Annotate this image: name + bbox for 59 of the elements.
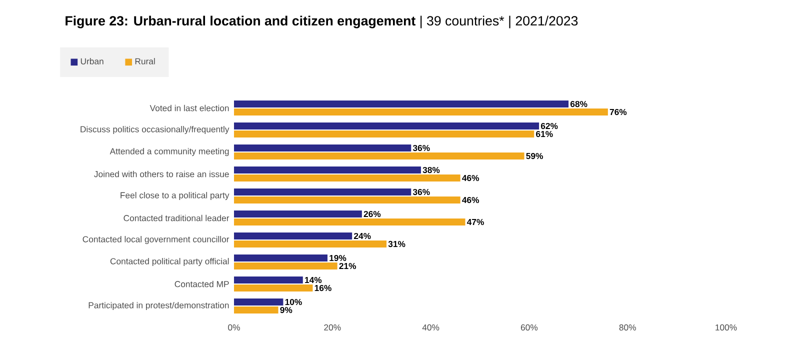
legend-label: Rural xyxy=(135,58,155,64)
bar xyxy=(234,108,608,116)
y-tick-label: Contacted local government councillor xyxy=(82,236,230,244)
bar xyxy=(234,306,278,314)
data-label: 36% xyxy=(412,144,430,152)
data-label: 24% xyxy=(354,232,371,240)
data-label: 31% xyxy=(388,240,406,248)
y-tick-label: Discuss politics occasionally/frequently xyxy=(80,126,230,134)
bar xyxy=(234,284,313,292)
data-label: 46% xyxy=(462,196,480,204)
data-label: 38% xyxy=(422,166,440,174)
legend-label: Urban xyxy=(80,58,104,64)
bar xyxy=(234,166,421,174)
bar xyxy=(234,232,352,240)
y-tick-label: Contacted traditional leader xyxy=(124,214,230,222)
bar xyxy=(234,240,387,248)
data-label: 10% xyxy=(285,298,302,306)
bar xyxy=(234,130,534,138)
y-tick-label: Voted in last election xyxy=(150,104,229,112)
data-label: 46% xyxy=(462,174,480,182)
bar xyxy=(234,210,362,218)
bar xyxy=(234,188,412,196)
data-label: 36% xyxy=(412,188,430,196)
data-label: 47% xyxy=(466,218,484,226)
y-tick-label: Contacted political party official xyxy=(110,258,229,266)
bar xyxy=(234,122,540,130)
data-label: 68% xyxy=(570,100,588,108)
bar xyxy=(234,196,460,204)
y-tick-label: Feel close to a political party xyxy=(120,192,230,200)
bar xyxy=(234,298,284,306)
chart-title: Figure 23: Urban-rural location and citizen engagement | 39 countries* | 2021/2023 xyxy=(66,16,578,28)
y-tick-label: Participated in protest/demonstration xyxy=(88,302,229,310)
x-tick-label: 40% xyxy=(422,324,440,331)
data-label: 14% xyxy=(305,276,322,284)
bar xyxy=(234,218,466,226)
y-tick-label: Contacted MP xyxy=(174,280,229,288)
y-tick-label: Joined with others to raise an issue xyxy=(94,170,229,178)
y-tick-label: Attended a community meeting xyxy=(110,148,229,156)
bar xyxy=(234,100,569,108)
bar xyxy=(234,262,338,270)
x-tick-label: 60% xyxy=(520,324,538,331)
data-label: 16% xyxy=(314,284,332,292)
data-label: 19% xyxy=(330,254,346,262)
x-tick-label: 80% xyxy=(619,324,636,331)
x-tick-label: 100% xyxy=(716,324,737,331)
data-label: 61% xyxy=(536,130,553,138)
data-label: 76% xyxy=(610,108,627,116)
data-label: 59% xyxy=(526,152,543,160)
bar xyxy=(234,174,460,182)
data-label: 26% xyxy=(364,210,381,218)
x-tick-label: 0% xyxy=(228,324,240,331)
data-label: 9% xyxy=(280,306,292,314)
data-label: 62% xyxy=(540,122,558,130)
bar xyxy=(234,276,303,284)
bar xyxy=(234,144,412,152)
bar xyxy=(234,254,328,262)
data-label: 21% xyxy=(339,262,356,270)
bar xyxy=(234,152,524,160)
x-tick-label: 20% xyxy=(324,324,341,331)
